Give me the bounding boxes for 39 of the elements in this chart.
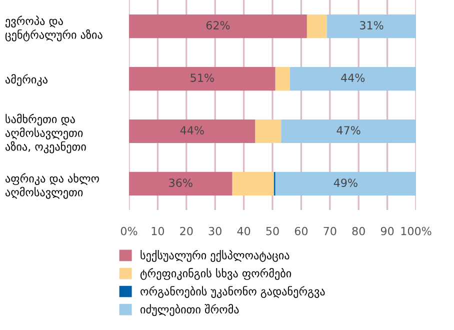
x-tick-label: 50 (266, 226, 279, 236)
x-tick-label: 90 (380, 226, 394, 236)
x-tick-label: 100% (401, 226, 432, 236)
legend-label: ორგანოების უკანონო გადანერგვა (140, 286, 325, 298)
x-tick-label: 20 (180, 226, 193, 236)
legend-label: იძულებითი შრომა (140, 304, 239, 316)
y-tick-label: სამხრეთი და აღმოსავლეთი აზია, ოკეანეთი (6, 114, 86, 154)
data-label: 51% (190, 74, 214, 82)
y-tick-label: ევროპა და ცენტრალური აზია (5, 16, 102, 42)
bar (129, 14, 307, 38)
bar (129, 172, 232, 196)
bar (275, 172, 416, 196)
x-tick-label: 30 (208, 226, 222, 236)
legend-label: სექსუალური ექსპლოატაცია (140, 250, 290, 262)
bar (290, 66, 416, 91)
x-tick-label: 10 (152, 226, 164, 236)
data-label: 62% (206, 21, 230, 30)
bar (281, 119, 416, 144)
bar (275, 66, 290, 91)
y-tick-label: აფრიკა და ახლო აღმოსავლეთი (6, 173, 99, 199)
bar (232, 172, 274, 196)
y-tick-label: ამერიკა (6, 74, 48, 86)
data-label: 31% (360, 21, 384, 30)
bar (255, 119, 282, 144)
x-tick-label: 70 (324, 226, 336, 236)
legend-label: ტრეფიკინგის სხვა ფორმები (140, 268, 292, 280)
data-label: 47% (336, 126, 360, 134)
x-tick-label: 80 (352, 226, 365, 236)
data-label: 44% (180, 126, 204, 134)
x-tick-label: 40 (237, 226, 250, 236)
data-label: 36% (169, 178, 192, 187)
data-label: 44% (341, 74, 365, 82)
data-label: 49% (334, 178, 358, 187)
bar (306, 14, 328, 38)
bar (129, 119, 256, 144)
x-tick-label: 0% (120, 226, 138, 236)
bar (327, 14, 416, 38)
bar (129, 66, 276, 91)
x-tick-label: 60 (294, 226, 308, 236)
